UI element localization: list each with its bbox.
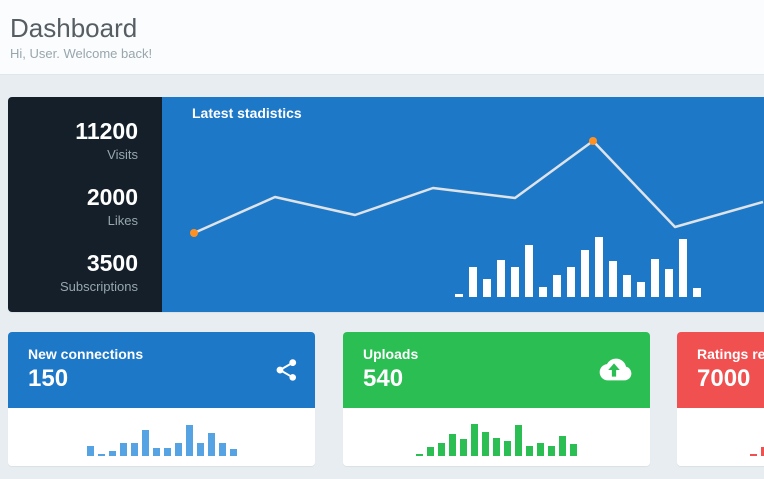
- card-header: Ratings received 7000: [677, 332, 764, 408]
- main-chart-bar: [455, 294, 463, 297]
- spark-bar: [185, 425, 193, 456]
- main-chart-bar: [525, 245, 533, 297]
- stat-label: Visits: [107, 147, 138, 162]
- spark-bar: [196, 443, 204, 456]
- chart-title: Latest stadistics: [192, 105, 302, 121]
- card-title: Ratings received: [697, 346, 764, 362]
- stat-item-likes: 2000 Likes: [8, 184, 138, 230]
- card-header: Uploads 540: [343, 332, 650, 408]
- main-chart-bar: [511, 267, 519, 297]
- spark-bar: [438, 443, 445, 456]
- uploads-spark-chart: [343, 408, 650, 466]
- stats-sidebar: 11200 Visits 2000 Likes 3500 Subscriptio…: [8, 97, 162, 312]
- main-chart-bar: [483, 279, 491, 297]
- spark-bar: [108, 451, 116, 456]
- latest-statistics-chart: Latest stadistics: [162, 97, 764, 312]
- stats-panel: 11200 Visits 2000 Likes 3500 Subscriptio…: [8, 97, 764, 312]
- spark-bar: [163, 448, 171, 456]
- page-title: Dashboard: [10, 13, 138, 43]
- ratings-spark-chart: [677, 408, 764, 466]
- spark-bar: [416, 454, 423, 456]
- main-chart-bar: [609, 261, 617, 297]
- spark-bar: [119, 443, 127, 456]
- card-title: Uploads: [363, 346, 419, 362]
- card-value: 150: [28, 365, 69, 392]
- card-value: 540: [363, 365, 404, 392]
- card-title: New connections: [28, 346, 144, 362]
- spark-bar: [570, 444, 577, 456]
- main-chart-bar: [497, 260, 505, 297]
- spark-bar: [761, 447, 764, 456]
- page-header: Dashboard Hi, User. Welcome back!: [0, 0, 764, 75]
- stat-label: Likes: [107, 213, 138, 228]
- spark-bar: [482, 432, 489, 456]
- spark-bar: [559, 436, 566, 456]
- spark-bar: [207, 433, 215, 456]
- spark-bar: [548, 446, 555, 456]
- main-chart-bar: [651, 259, 659, 297]
- main-chart-bar: [623, 275, 631, 297]
- spark-bar: [427, 447, 434, 456]
- spark-bar: [493, 438, 500, 456]
- main-chart-bar: [679, 239, 687, 297]
- main-chart-bar: [539, 287, 547, 297]
- main-bar-chart: [455, 237, 701, 297]
- stat-value: 11200: [75, 118, 138, 144]
- spark-bar: [471, 424, 478, 456]
- main-chart-bar: [469, 267, 477, 297]
- stat-value: 3500: [86, 250, 138, 276]
- card-ratings-received[interactable]: Ratings received 7000: [677, 332, 764, 466]
- card-value: 7000: [697, 365, 751, 392]
- card-uploads[interactable]: Uploads 540: [343, 332, 650, 466]
- main-chart-bar: [595, 237, 603, 297]
- spark-bar: [526, 446, 533, 456]
- stat-item-visits: 11200 Visits: [8, 118, 138, 164]
- spark-bar: [130, 443, 138, 456]
- main-chart-bar: [553, 275, 561, 297]
- spark-bar: [218, 443, 226, 456]
- spark-bar: [229, 449, 237, 456]
- spark-bar: [449, 434, 456, 456]
- main-chart-bar: [567, 267, 575, 297]
- card-new-connections[interactable]: New connections 150: [8, 332, 315, 466]
- spark-bar: [86, 446, 94, 456]
- page-subtitle: Hi, User. Welcome back!: [10, 46, 153, 61]
- spark-bar: [504, 441, 511, 456]
- line-data-point: [589, 137, 597, 145]
- main-chart-bar: [581, 250, 589, 297]
- spark-bar: [460, 439, 467, 456]
- spark-bar: [97, 454, 105, 456]
- card-header: New connections 150: [8, 332, 315, 408]
- stat-item-subscriptions: 3500 Subscriptions: [8, 250, 138, 296]
- spark-bar: [141, 430, 149, 456]
- spark-bar: [537, 443, 544, 456]
- new-connections-spark-chart: [8, 408, 315, 466]
- cloud-upload-icon: [594, 356, 634, 384]
- main-chart-bar: [637, 282, 645, 297]
- stat-label: Subscriptions: [59, 279, 138, 294]
- spark-bar: [515, 425, 522, 456]
- line-data-point: [190, 229, 198, 237]
- stat-value: 2000: [86, 184, 138, 210]
- spark-bar: [174, 443, 182, 456]
- line-chart: [190, 137, 764, 237]
- spark-bar: [152, 448, 160, 456]
- main-chart-bar: [693, 288, 701, 297]
- share-icon: [274, 358, 299, 383]
- main-chart-bar: [665, 269, 673, 297]
- spark-bar: [750, 454, 757, 456]
